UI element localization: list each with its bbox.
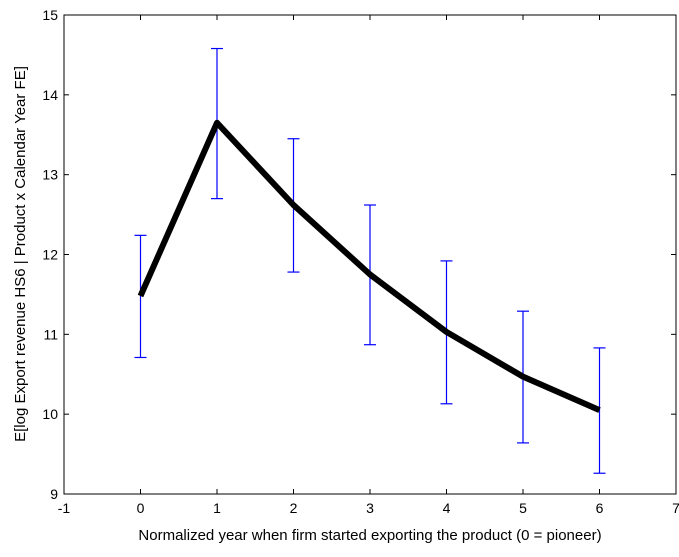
y-tick-label: 11 [43, 326, 58, 342]
y-tick-label: 10 [42, 406, 58, 422]
series-line [137, 119, 601, 413]
y-tick-label: 14 [42, 87, 58, 103]
x-tick-label: 4 [443, 500, 451, 516]
x-tick-label: 7 [672, 500, 679, 516]
x-tick-label: 6 [596, 500, 604, 516]
x-tick-label: 5 [519, 500, 527, 516]
x-tick-label: 1 [213, 500, 221, 516]
series-layer [137, 119, 601, 413]
x-axis: -1 0 1 2 3 4 5 6 7 [58, 15, 679, 516]
y-tick-label: 13 [42, 167, 58, 183]
x-tick-label: 0 [137, 500, 145, 516]
x-tick-label: 3 [366, 500, 374, 516]
y-tick-label: 12 [42, 247, 58, 263]
y-tick-label: 15 [42, 7, 58, 23]
y-axis: 9 10 11 12 13 14 15 [42, 7, 676, 502]
y-tick-label: 9 [50, 486, 58, 502]
x-tick-label: -1 [58, 500, 71, 516]
y-axis-label: E[log Export revenue HS6 | Product x Cal… [12, 66, 29, 442]
x-axis-label: Normalized year when firm started export… [138, 527, 601, 544]
x-tick-label: 2 [290, 500, 298, 516]
